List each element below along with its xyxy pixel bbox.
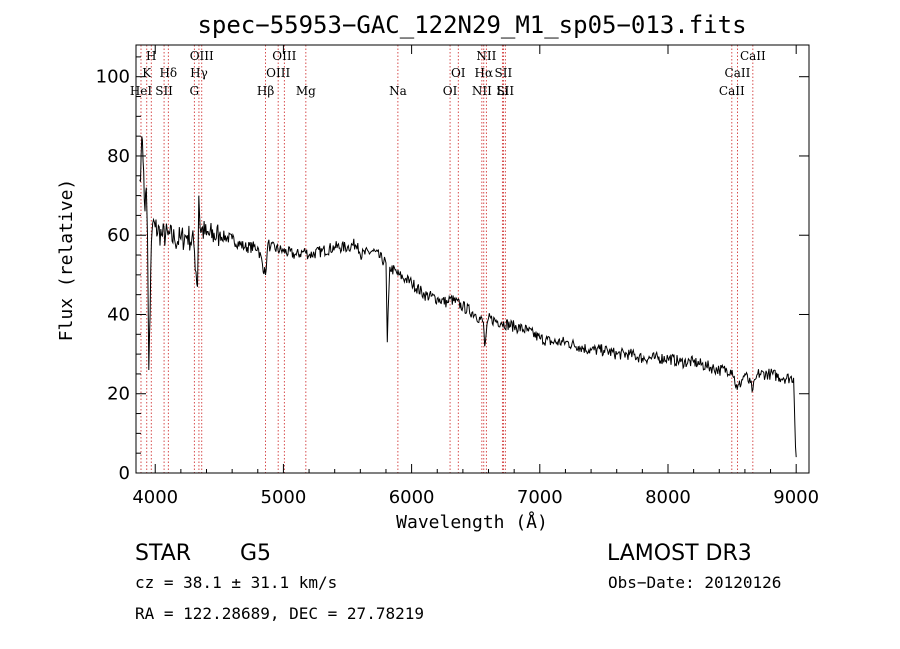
spectral-line-label: HeI bbox=[130, 84, 153, 98]
survey-name: LAMOST DR3 bbox=[607, 541, 752, 566]
spectral-line-label: Hα bbox=[474, 66, 493, 80]
spectral-line-label: CaII bbox=[725, 66, 751, 80]
x-tick-label: 4000 bbox=[132, 487, 178, 508]
spectral-line-label: Hβ bbox=[257, 84, 274, 98]
y-tick-label: 20 bbox=[107, 384, 130, 405]
spectral-line-label: SII bbox=[155, 84, 173, 98]
spectral-line-label: SII bbox=[496, 84, 514, 98]
object-class: STAR bbox=[135, 541, 191, 566]
spectrum-line bbox=[139, 136, 797, 458]
spectral-line-label: Na bbox=[389, 84, 407, 98]
spectral-line-label: K bbox=[142, 66, 152, 80]
spectral-line-label: OIII bbox=[190, 49, 214, 63]
y-tick-label: 40 bbox=[107, 304, 130, 325]
spectral-line-label: SII bbox=[495, 66, 513, 80]
spectral-line-label: H bbox=[146, 49, 156, 63]
spectral-line-label: OI bbox=[451, 66, 466, 80]
plot-frame bbox=[135, 44, 810, 474]
x-axis-label: Wavelength (Å) bbox=[396, 511, 548, 533]
x-tick-label: 7000 bbox=[517, 487, 563, 508]
x-axis-ticks: 4000 5000 6000 7000 8000 9000 bbox=[132, 45, 819, 508]
spectral-line-label: Li bbox=[496, 84, 508, 98]
spectral-line-label: OIII bbox=[272, 49, 296, 63]
spectral-line-labels: HeI KH SII Hδ G Hγ OIII Hβ OIII OIII Mg Na OI OI NII Hα… bbox=[130, 49, 766, 98]
spectral-line-label: NII bbox=[472, 84, 492, 98]
spectral-line-label: CaII bbox=[719, 84, 745, 98]
spectral-line-label: Mg bbox=[296, 84, 316, 98]
chart-title: spec−55953−GAC_122N29_M1_sp05−013.fits bbox=[197, 11, 746, 39]
x-tick-label: 8000 bbox=[645, 487, 691, 508]
x-tick-label: 9000 bbox=[773, 487, 819, 508]
spectral-line-label: NII bbox=[476, 49, 496, 63]
spectral-line-label: CaII bbox=[740, 49, 766, 63]
spectral-line-label: OIII bbox=[266, 66, 290, 80]
redshift-cz: cz = 38.1 ± 31.1 km/s bbox=[135, 573, 337, 592]
object-subclass: G5 bbox=[240, 541, 271, 566]
observation-date: Obs−Date: 20120126 bbox=[608, 573, 781, 592]
spectral-line-label: OI bbox=[443, 84, 458, 98]
y-tick-label: 80 bbox=[107, 146, 130, 167]
y-axis-label: Flux (relative) bbox=[56, 179, 77, 342]
x-tick-label: 6000 bbox=[389, 487, 435, 508]
ra-dec-coordinates: RA = 122.28689, DEC = 27.78219 bbox=[135, 604, 424, 623]
y-tick-label: 100 bbox=[96, 67, 130, 88]
spectral-line-label: Hδ bbox=[159, 66, 177, 80]
spectral-line-markers bbox=[140, 45, 754, 473]
x-tick-label: 5000 bbox=[261, 487, 307, 508]
spectral-line-label: G bbox=[190, 84, 200, 98]
y-tick-label: 0 bbox=[119, 463, 130, 484]
y-axis-ticks: 0 20 40 60 80 100 bbox=[96, 56, 809, 484]
spectral-line-label: Hγ bbox=[190, 66, 208, 80]
y-tick-label: 60 bbox=[107, 225, 130, 246]
